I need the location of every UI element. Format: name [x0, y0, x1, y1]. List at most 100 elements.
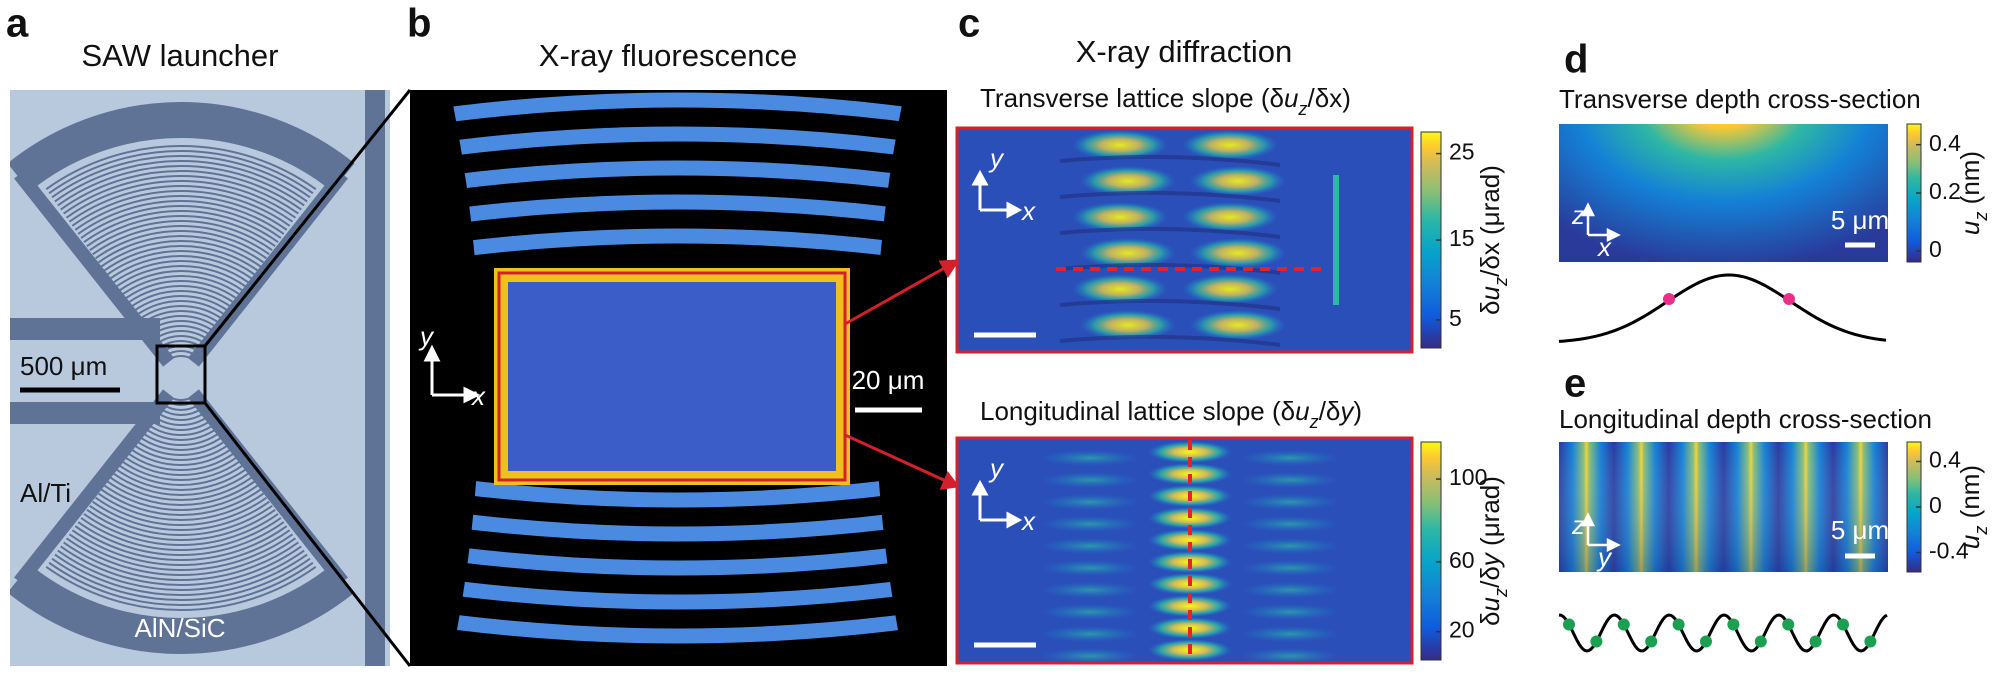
- text-part: /δ: [1475, 566, 1505, 588]
- finger: [138, 435, 224, 451]
- finger: [83, 513, 279, 546]
- axis-label: x: [1020, 196, 1036, 226]
- finger: [65, 180, 297, 219]
- axes-icon: [423, 344, 481, 404]
- colorbar: [1420, 441, 1442, 661]
- finger: [95, 496, 267, 526]
- intensity-blob: [1040, 494, 1140, 510]
- finger: [86, 215, 276, 247]
- intensity-blob: [1240, 626, 1340, 642]
- marker: [1782, 618, 1795, 631]
- colorbar-label: δuz/δy (μrad): [1475, 476, 1511, 626]
- marker: [1809, 635, 1822, 648]
- intensity-blob: [1190, 310, 1286, 340]
- colorbar-tick-label: 0: [1929, 492, 1942, 518]
- finger: [92, 500, 270, 531]
- intensity-blob: [1240, 648, 1340, 663]
- text-part: ): [1353, 396, 1362, 426]
- finger: [129, 447, 233, 466]
- intensity-blob: [1040, 472, 1140, 488]
- intensity-blob: [1040, 450, 1140, 466]
- finger: [141, 431, 221, 446]
- arrow-head: [1606, 537, 1621, 553]
- arrow-head: [971, 479, 989, 496]
- scale-label: 20 μm: [852, 365, 925, 395]
- finger: [106, 480, 256, 506]
- intensity-blob: [1240, 582, 1340, 598]
- marker: [1837, 618, 1849, 631]
- text-part: Longitudinal lattice slope (δ: [980, 396, 1295, 426]
- arrow-head: [1606, 227, 1621, 243]
- marker: [1864, 635, 1877, 648]
- intensity-blob: [1148, 595, 1232, 617]
- axis-label: x: [470, 381, 486, 411]
- marker: [1754, 635, 1767, 648]
- panel-subtitle: Longitudinal lattice slope (δuz/δy): [980, 396, 1362, 432]
- finger: [132, 443, 230, 461]
- arrows: [844, 259, 960, 490]
- finger: [45, 566, 317, 611]
- text-part: z: [1971, 526, 1991, 536]
- bus-bar: [10, 102, 355, 192]
- panel-letter: a: [6, 2, 29, 46]
- colorbar-tick-label: 0.4: [1929, 447, 1961, 473]
- intensity-blob: [1148, 529, 1232, 551]
- text-part: u: [1475, 286, 1505, 300]
- text-part: z: [1309, 412, 1319, 432]
- axis-label: y: [988, 453, 1005, 483]
- panel-title: Longitudinal depth cross-section: [1559, 404, 1932, 434]
- finger: [103, 484, 259, 511]
- finger: [144, 427, 218, 441]
- finger: [97, 492, 265, 521]
- intensity-blob: [1080, 238, 1176, 268]
- text-part: z: [1971, 212, 1991, 222]
- depth-shade: [1559, 442, 1888, 572]
- finger: [71, 190, 291, 227]
- colorbar-tick-label: 100: [1449, 464, 1487, 490]
- finger: [74, 195, 288, 231]
- finger: [100, 240, 262, 268]
- colorbar-tick-label: 25: [1449, 139, 1475, 165]
- arrow-head: [1006, 511, 1023, 529]
- stripe: [410, 540, 947, 576]
- zoom-box: [155, 344, 207, 405]
- axes-icon: [1580, 202, 1621, 243]
- text-part: δ: [1475, 300, 1505, 314]
- intensity-blob: [1240, 560, 1340, 576]
- finger: [60, 170, 302, 211]
- stripe: [410, 574, 947, 610]
- intensity-blob: [1190, 166, 1286, 196]
- panel-title: X-ray diffraction: [1076, 34, 1293, 69]
- text-part: rad): [1475, 476, 1505, 522]
- text-part: μ: [1475, 211, 1505, 226]
- finger: [54, 159, 308, 203]
- finger: [92, 225, 270, 256]
- marker: [1727, 618, 1740, 631]
- text-part: /δ: [1319, 396, 1341, 426]
- colorbar-tick-label: 0: [1929, 236, 1942, 262]
- dark-band: [1059, 154, 1281, 167]
- axis-label: y: [1596, 542, 1613, 572]
- material-label: Al/Ti: [20, 478, 71, 508]
- zoom-line: [203, 89, 412, 347]
- marker: [1672, 618, 1685, 631]
- frame: [955, 436, 1414, 665]
- intensity-blob: [1240, 472, 1340, 488]
- marker: [1783, 293, 1795, 305]
- axes-icon: [971, 479, 1023, 529]
- finger: [74, 525, 288, 561]
- stripe: [410, 472, 947, 508]
- zoom-line: [203, 402, 412, 667]
- finger: [95, 230, 267, 260]
- intensity-blob: [1040, 626, 1140, 642]
- intensity-blob: [1148, 441, 1232, 463]
- finger: [63, 175, 299, 215]
- colorbar-tick-label: 60: [1449, 547, 1475, 573]
- dark-band: [1059, 190, 1281, 203]
- text-part: z: [1297, 99, 1307, 119]
- finger: [118, 464, 244, 486]
- axis-label: z: [1571, 200, 1585, 230]
- dark-band: [1059, 298, 1281, 311]
- finger: [97, 235, 265, 264]
- finger: [71, 529, 291, 566]
